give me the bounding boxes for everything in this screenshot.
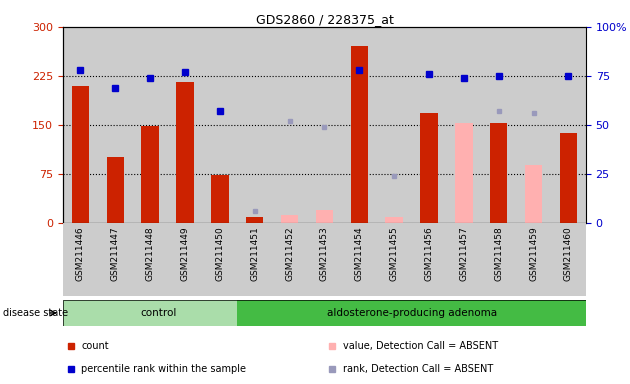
Bar	[98, 27, 133, 223]
Bar	[342, 223, 377, 296]
Text: GSM211448: GSM211448	[146, 227, 154, 281]
Bar	[551, 223, 586, 296]
Text: value, Detection Call = ABSENT: value, Detection Call = ABSENT	[343, 341, 498, 351]
Text: GSM211455: GSM211455	[390, 227, 399, 281]
Bar	[63, 223, 98, 296]
Bar	[63, 300, 238, 326]
Bar	[202, 27, 238, 223]
Bar	[141, 126, 159, 223]
Bar	[420, 113, 438, 223]
Bar	[63, 27, 98, 223]
Text: GSM211453: GSM211453	[320, 227, 329, 281]
Bar	[168, 27, 202, 223]
Bar	[447, 223, 481, 296]
Bar	[525, 165, 542, 223]
Bar	[211, 175, 229, 223]
Text: GSM211459: GSM211459	[529, 227, 538, 281]
Bar	[481, 223, 516, 296]
Bar	[551, 27, 586, 223]
Bar	[238, 223, 272, 296]
Bar	[350, 46, 368, 223]
Bar	[133, 223, 168, 296]
Bar	[176, 83, 194, 223]
Text: GSM211458: GSM211458	[495, 227, 503, 281]
Text: GSM211452: GSM211452	[285, 227, 294, 281]
Text: control: control	[140, 308, 177, 318]
Bar	[98, 223, 133, 296]
Text: GSM211454: GSM211454	[355, 227, 364, 281]
Text: rank, Detection Call = ABSENT: rank, Detection Call = ABSENT	[343, 364, 493, 374]
Bar	[316, 210, 333, 223]
Bar	[246, 217, 263, 223]
Bar	[516, 27, 551, 223]
Bar	[447, 27, 481, 223]
Text: count: count	[81, 341, 109, 351]
Bar	[106, 157, 124, 223]
Bar	[168, 223, 202, 296]
Text: aldosterone-producing adenoma: aldosterone-producing adenoma	[326, 308, 496, 318]
Bar	[238, 300, 604, 326]
Bar	[559, 132, 577, 223]
Title: GDS2860 / 228375_at: GDS2860 / 228375_at	[256, 13, 393, 26]
Text: GSM211450: GSM211450	[215, 227, 224, 281]
Bar	[72, 86, 89, 223]
Bar	[386, 217, 403, 223]
Bar	[281, 215, 299, 223]
Bar	[377, 223, 411, 296]
Bar	[307, 223, 342, 296]
Bar	[516, 223, 551, 296]
Text: percentile rank within the sample: percentile rank within the sample	[81, 364, 246, 374]
Text: GSM211460: GSM211460	[564, 227, 573, 281]
Bar	[238, 27, 272, 223]
Bar	[272, 27, 307, 223]
Text: GSM211447: GSM211447	[111, 227, 120, 281]
Bar	[133, 27, 168, 223]
Text: GSM211457: GSM211457	[459, 227, 468, 281]
Bar	[272, 223, 307, 296]
Text: GSM211449: GSM211449	[181, 227, 190, 281]
Bar	[455, 124, 472, 223]
Bar	[202, 223, 238, 296]
Text: disease state: disease state	[3, 308, 68, 318]
Bar	[411, 27, 447, 223]
Bar	[377, 27, 411, 223]
Bar	[490, 124, 508, 223]
Bar	[307, 27, 342, 223]
Text: GSM211451: GSM211451	[250, 227, 259, 281]
Text: GSM211456: GSM211456	[425, 227, 433, 281]
Bar	[411, 223, 447, 296]
Bar	[481, 27, 516, 223]
Bar	[342, 27, 377, 223]
Text: GSM211446: GSM211446	[76, 227, 85, 281]
